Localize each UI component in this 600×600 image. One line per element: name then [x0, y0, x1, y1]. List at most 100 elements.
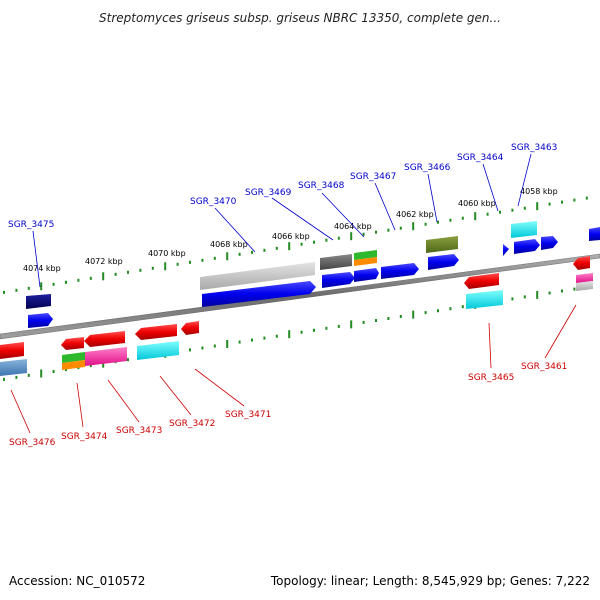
gene-feature-sgr-3467[interactable] — [381, 263, 419, 279]
gene-feature-sgr-3476-steel[interactable] — [0, 359, 27, 376]
gene-feature-sgr-3464[interactable] — [503, 244, 509, 256]
kbp-minor-tick — [362, 232, 365, 236]
kbp-minor-tick — [499, 210, 501, 214]
gene-label-sgr-3465[interactable]: SGR_3465 — [468, 373, 514, 383]
kbp-minor-tick — [213, 256, 216, 260]
gene-label-sgr-3470[interactable]: SGR_3470 — [190, 197, 237, 207]
kbp-tick-label: 4072 kbp — [85, 257, 123, 266]
gene-feature-sgr-3475[interactable] — [26, 294, 51, 309]
gene-label-sgr-3461[interactable]: SGR_3461 — [521, 362, 567, 372]
chromosome-backbone — [0, 253, 600, 340]
kbp-minor-tick — [375, 319, 377, 322]
gene-label-sgr-3475[interactable]: SGR_3475 — [8, 220, 54, 230]
kbp-minor-tick — [523, 206, 526, 210]
gene-label-sgr-3471[interactable]: SGR_3471 — [225, 410, 271, 420]
gene-feature-sgr-3472-cyan[interactable] — [137, 341, 179, 360]
gene-label-sgr-3474[interactable]: SGR_3474 — [61, 432, 108, 442]
kbp-major-tick — [474, 212, 477, 221]
kbp-minor-tick — [585, 196, 588, 200]
kbp-minor-tick — [561, 200, 563, 204]
gene-feature-sgr-3474-orange[interactable] — [62, 360, 85, 370]
gene-feature-sgr-3461-gray[interactable] — [576, 281, 593, 291]
gene-feature-sgr-3475-cds[interactable] — [28, 313, 53, 328]
gene-feature-sgr-3470-cds[interactable] — [202, 281, 316, 307]
gene-feature-sgr-3476[interactable] — [0, 342, 24, 359]
kbp-minor-tick — [523, 295, 526, 299]
gene-label-sgr-3472[interactable]: SGR_3472 — [169, 419, 215, 429]
gene-feature-sgr-3468-orange[interactable] — [354, 257, 377, 266]
gene-feature-edge-cds[interactable] — [589, 227, 600, 241]
kbp-minor-tick — [325, 326, 328, 330]
kbp-minor-tick — [275, 334, 278, 338]
gene-label-sgr-3466[interactable]: SGR_3466 — [404, 163, 451, 173]
gene-feature-sgr-3468[interactable] — [354, 250, 377, 260]
gene-feature-sgr-3470[interactable] — [200, 262, 315, 290]
kbp-major-tick — [102, 272, 105, 281]
kbp-major-tick — [350, 232, 353, 241]
kbp-minor-tick — [300, 330, 303, 334]
gene-label-sgr-3467[interactable]: SGR_3467 — [350, 172, 396, 182]
kbp-minor-tick — [337, 324, 340, 328]
kbp-minor-tick — [263, 248, 266, 252]
gene-feature-sgr-3463[interactable] — [511, 221, 537, 238]
kbp-minor-tick — [399, 315, 402, 318]
gene-feature-sgr-3466[interactable] — [426, 236, 458, 253]
kbp-minor-tick — [424, 222, 427, 226]
genome-summary: Topology: linear; Length: 8,545,929 bp; … — [270, 574, 590, 588]
kbp-minor-tick — [251, 338, 253, 342]
kbp-major-tick — [536, 290, 539, 299]
gene-feature-sgr-3473[interactable] — [84, 331, 125, 347]
gene-feature-sgr-3461-pink[interactable] — [576, 273, 593, 283]
kbp-minor-tick — [27, 286, 30, 290]
kbp-minor-tick — [511, 297, 514, 301]
kbp-minor-tick — [511, 208, 514, 212]
gene-feature-sgr-3474-green[interactable] — [62, 352, 85, 363]
kbp-minor-tick — [573, 198, 576, 202]
gene-feature-sgr-3465[interactable] — [464, 273, 499, 289]
kbp-major-tick — [40, 369, 43, 378]
kbp-minor-tick — [399, 226, 402, 230]
kbp-minor-tick — [52, 370, 55, 373]
gene-label-sgr-3468[interactable]: SGR_3468 — [298, 181, 345, 191]
kbp-minor-tick — [424, 311, 427, 315]
reverse-label-leaders — [10, 304, 577, 434]
gene-feature-sgr-3465-cyan[interactable] — [466, 290, 503, 309]
kbp-minor-tick — [65, 280, 67, 284]
gene-label-sgr-3476[interactable]: SGR_3476 — [9, 438, 56, 448]
kbp-major-tick — [350, 320, 353, 329]
kbp-minor-tick — [15, 288, 18, 292]
reverse-gene-labels: SGR_3476 SGR_3474 SGR_3473 SGR_3472 SGR_… — [9, 362, 567, 448]
gene-feature-sgr-3468-cds[interactable] — [354, 268, 379, 282]
gene-feature-sgr-3469[interactable] — [320, 254, 352, 270]
gene-feature-sgr-3461[interactable] — [573, 256, 590, 270]
forward-gene-labels: SGR_3475 SGR_3470 SGR_3469 SGR_3468 SGR_… — [8, 143, 557, 230]
kbp-tick-label: 4066 kbp — [272, 232, 310, 241]
gene-feature-sgr-3474[interactable] — [61, 337, 84, 350]
gene-label-sgr-3473[interactable]: SGR_3473 — [116, 426, 162, 436]
gene-feature-sgr-3463-cds[interactable] — [514, 239, 540, 254]
kbp-minor-tick — [176, 262, 179, 266]
kbp-scale-upper — [3, 196, 588, 294]
kbp-minor-tick — [362, 320, 365, 324]
gene-feature-sgr-3472[interactable] — [135, 324, 177, 340]
kbp-minor-tick — [313, 328, 315, 332]
gene-feature-sgr-3471[interactable] — [181, 321, 199, 335]
gene-feature-sgr-3466-cds[interactable] — [428, 254, 459, 270]
kbp-minor-tick — [114, 272, 117, 276]
kbp-minor-tick — [251, 250, 253, 254]
kbp-minor-tick — [461, 216, 464, 220]
gene-feature-sgr-3469-cds[interactable] — [322, 272, 355, 288]
gene-feature-sgr-3473-pink[interactable] — [85, 347, 127, 366]
gene-label-sgr-3464[interactable]: SGR_3464 — [457, 153, 504, 163]
kbp-minor-tick — [325, 238, 328, 242]
reverse-genes — [0, 256, 593, 376]
kbp-tick-label: 4058 kbp — [520, 187, 558, 196]
kbp-minor-tick — [313, 240, 315, 244]
gene-label-sgr-3463[interactable]: SGR_3463 — [511, 143, 557, 153]
kbp-major-tick — [288, 242, 291, 251]
kbp-minor-tick — [486, 212, 489, 216]
kbp-tick-label: 4064 kbp — [334, 222, 372, 231]
gene-feature-sgr-3462-cds[interactable] — [541, 236, 558, 250]
gene-label-sgr-3469[interactable]: SGR_3469 — [245, 188, 292, 198]
